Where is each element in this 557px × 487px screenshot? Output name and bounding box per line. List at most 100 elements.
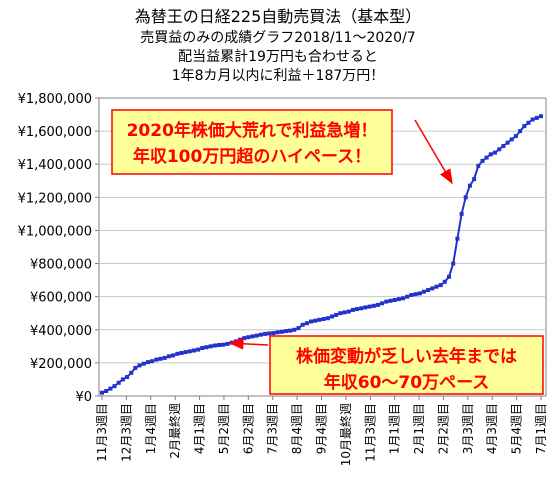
data-point xyxy=(430,286,435,291)
x-tick-label: 6月2週目 xyxy=(241,403,255,454)
data-point xyxy=(539,114,543,119)
data-point xyxy=(158,356,163,361)
x-tick-label: 11月3週目 xyxy=(363,403,377,462)
y-tick-label: ¥1,800,000 xyxy=(18,92,92,107)
data-point xyxy=(484,155,489,160)
data-point xyxy=(480,158,485,163)
data-point xyxy=(392,298,397,302)
annotation-arrow xyxy=(414,119,453,185)
data-point xyxy=(133,365,138,370)
x-axis-ticks: 11月3週目 12月3週目 1月4週目 2月最終週 4月1週目 5月2週目 6月2週目 7月3… xyxy=(95,396,548,466)
y-tick-label: ¥800,000 xyxy=(30,258,92,273)
x-tick-label: 2月1週目 xyxy=(412,403,426,454)
data-point xyxy=(204,345,209,350)
data-point xyxy=(150,359,155,364)
data-point xyxy=(104,389,109,393)
data-point xyxy=(442,279,447,284)
x-tick-label: 8月4週目 xyxy=(290,403,304,454)
data-point xyxy=(447,274,451,279)
data-point xyxy=(321,317,326,321)
data-point xyxy=(530,117,535,122)
annotation-arrow xyxy=(228,337,269,350)
data-point xyxy=(451,261,456,266)
data-point xyxy=(518,129,523,134)
data-point xyxy=(513,134,518,139)
data-point xyxy=(225,341,230,346)
data-point xyxy=(309,319,313,324)
chart-subtitle-2: 配当益累計19万円も合わせると xyxy=(178,49,378,65)
y-tick-label: ¥1,000,000 xyxy=(18,224,92,239)
data-point xyxy=(238,337,242,342)
data-point xyxy=(116,380,121,385)
data-point xyxy=(284,329,288,334)
data-point xyxy=(330,314,334,319)
data-point xyxy=(263,331,268,336)
x-tick-label: 2月最終週 xyxy=(167,403,182,459)
data-point xyxy=(179,351,184,355)
data-point xyxy=(396,297,401,302)
data-point xyxy=(421,289,426,294)
data-point xyxy=(375,302,380,307)
data-point xyxy=(463,195,468,200)
data-point xyxy=(208,344,213,349)
data-point xyxy=(212,343,217,348)
data-point xyxy=(313,318,318,323)
data-point xyxy=(409,293,414,297)
annotation-box xyxy=(111,109,393,175)
data-point xyxy=(154,357,159,362)
y-tick-label: ¥0 xyxy=(75,390,92,405)
data-point xyxy=(304,321,309,326)
data-point xyxy=(242,336,247,341)
y-axis-ticks: ¥1,800,000 ¥1,600,000 ¥1,400,000 ¥1,200,000… xyxy=(18,92,99,405)
data-point xyxy=(221,342,226,347)
data-point xyxy=(317,317,322,322)
x-tick-label: 4月1週目 xyxy=(193,403,207,454)
x-tick-label: 12月3週目 xyxy=(119,403,133,462)
data-point xyxy=(258,332,263,337)
data-point xyxy=(488,152,493,157)
chart-subtitle-3: 1年8カ月以内に利益＋187万円！ xyxy=(172,68,385,84)
data-point xyxy=(363,305,368,310)
data-point xyxy=(388,298,393,303)
data-point xyxy=(112,384,117,389)
x-tick-label: 2月2週目 xyxy=(436,403,450,454)
data-point xyxy=(162,355,167,360)
data-point xyxy=(108,386,113,391)
data-point xyxy=(100,390,104,395)
chart-title-block: 為替王の日経225自動売買法（基本型） 売買益のみの成績グラフ2018/11～2… xyxy=(135,7,422,84)
data-point xyxy=(137,363,142,368)
data-point xyxy=(187,349,192,354)
data-point xyxy=(501,144,506,148)
series-line xyxy=(101,115,542,394)
data-point xyxy=(334,312,339,317)
data-point xyxy=(338,311,343,316)
x-tick-label: 11月3週目 xyxy=(95,403,109,462)
data-point xyxy=(183,350,188,355)
x-tick-label: 5月4週目 xyxy=(510,403,524,454)
data-point xyxy=(246,335,251,340)
data-point xyxy=(288,328,293,333)
data-point xyxy=(141,361,146,366)
data-point xyxy=(476,163,481,168)
data-point xyxy=(342,310,347,315)
annotation-text: 年収100万円超のハイペース！ xyxy=(133,146,371,167)
data-point xyxy=(254,333,259,338)
data-point xyxy=(217,343,222,347)
data-point xyxy=(509,137,514,142)
data-point xyxy=(325,316,330,321)
data-point xyxy=(129,370,134,375)
data-point xyxy=(401,296,405,301)
data-point xyxy=(146,360,150,365)
data-point xyxy=(271,331,276,336)
x-tick-label: 10月最終週 xyxy=(338,403,353,466)
data-point xyxy=(350,307,355,312)
data-point xyxy=(455,236,460,241)
data-point xyxy=(166,354,171,359)
y-tick-label: ¥1,200,000 xyxy=(18,191,92,206)
data-point xyxy=(359,306,364,311)
annotation-box xyxy=(269,335,544,395)
x-tick-label: 1月1週目 xyxy=(388,403,402,454)
y-tick-label: ¥1,400,000 xyxy=(18,158,92,173)
data-point xyxy=(250,334,255,339)
